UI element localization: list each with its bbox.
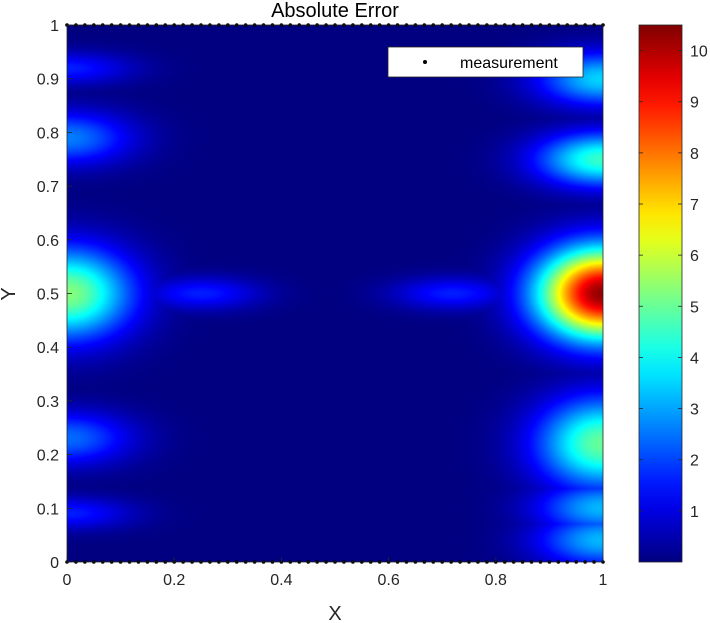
y-axis: 0 0.1 0.2 0.3 0.4 0.5 0.6 0.7 0.8 0.9 1	[37, 18, 72, 572]
y-tick-label: 1	[50, 18, 59, 35]
colorbar-tick-label: 10	[690, 44, 708, 61]
colorbar-tick-label: 4	[690, 350, 699, 367]
colorbar-frame	[638, 24, 683, 563]
colorbar-tick-label: 3	[690, 402, 699, 419]
colorbar-tick-label: 9	[690, 95, 699, 112]
colorbar-tick-label: 7	[690, 197, 699, 214]
colorbar-tick-label: 1	[690, 504, 699, 521]
y-tick-label: 0.5	[37, 287, 59, 304]
y-tick-label: 0.3	[37, 394, 59, 411]
y-tick-label: 0.4	[37, 340, 59, 357]
colorbar-ticks: 1 2 3 4 5 6 7 8 9 10	[639, 44, 708, 521]
y-tick-label: 0.9	[37, 72, 59, 89]
x-axis-label: X	[328, 603, 341, 623]
x-tick-label: 0.8	[485, 572, 507, 589]
legend-marker	[423, 60, 427, 64]
chart-title: Absolute Error	[271, 0, 399, 22]
y-tick-label: 0.1	[37, 501, 59, 518]
y-tick-label: 0.7	[37, 179, 59, 196]
x-tick-label: 0.6	[377, 572, 399, 589]
colorbar-gradient	[639, 25, 682, 562]
x-tick-label: 0.4	[270, 572, 292, 589]
legend: measurement	[387, 46, 584, 78]
x-tick-label: 1	[599, 572, 608, 589]
colorbar-tick-label: 2	[690, 453, 699, 470]
x-axis: 0 0.2 0.4 0.6 0.8 1	[63, 557, 608, 589]
legend-label-measurement: measurement	[460, 55, 558, 72]
y-tick-label: 0.8	[37, 125, 59, 142]
colorbar-tick-label: 5	[690, 299, 699, 316]
legend-box	[387, 46, 584, 78]
colorbar-tick-label: 6	[690, 248, 699, 265]
y-axis-label: Y	[0, 287, 20, 300]
x-tick-label: 0	[63, 572, 72, 589]
y-tick-label: 0.6	[37, 233, 59, 250]
colorbar: 1 2 3 4 5 6 7 8 9 10	[638, 24, 708, 563]
colorbar-tick-label: 8	[690, 146, 699, 163]
y-tick-label: 0.2	[37, 448, 59, 465]
y-tick-label: 0	[50, 555, 59, 572]
x-tick-label: 0.2	[163, 572, 185, 589]
